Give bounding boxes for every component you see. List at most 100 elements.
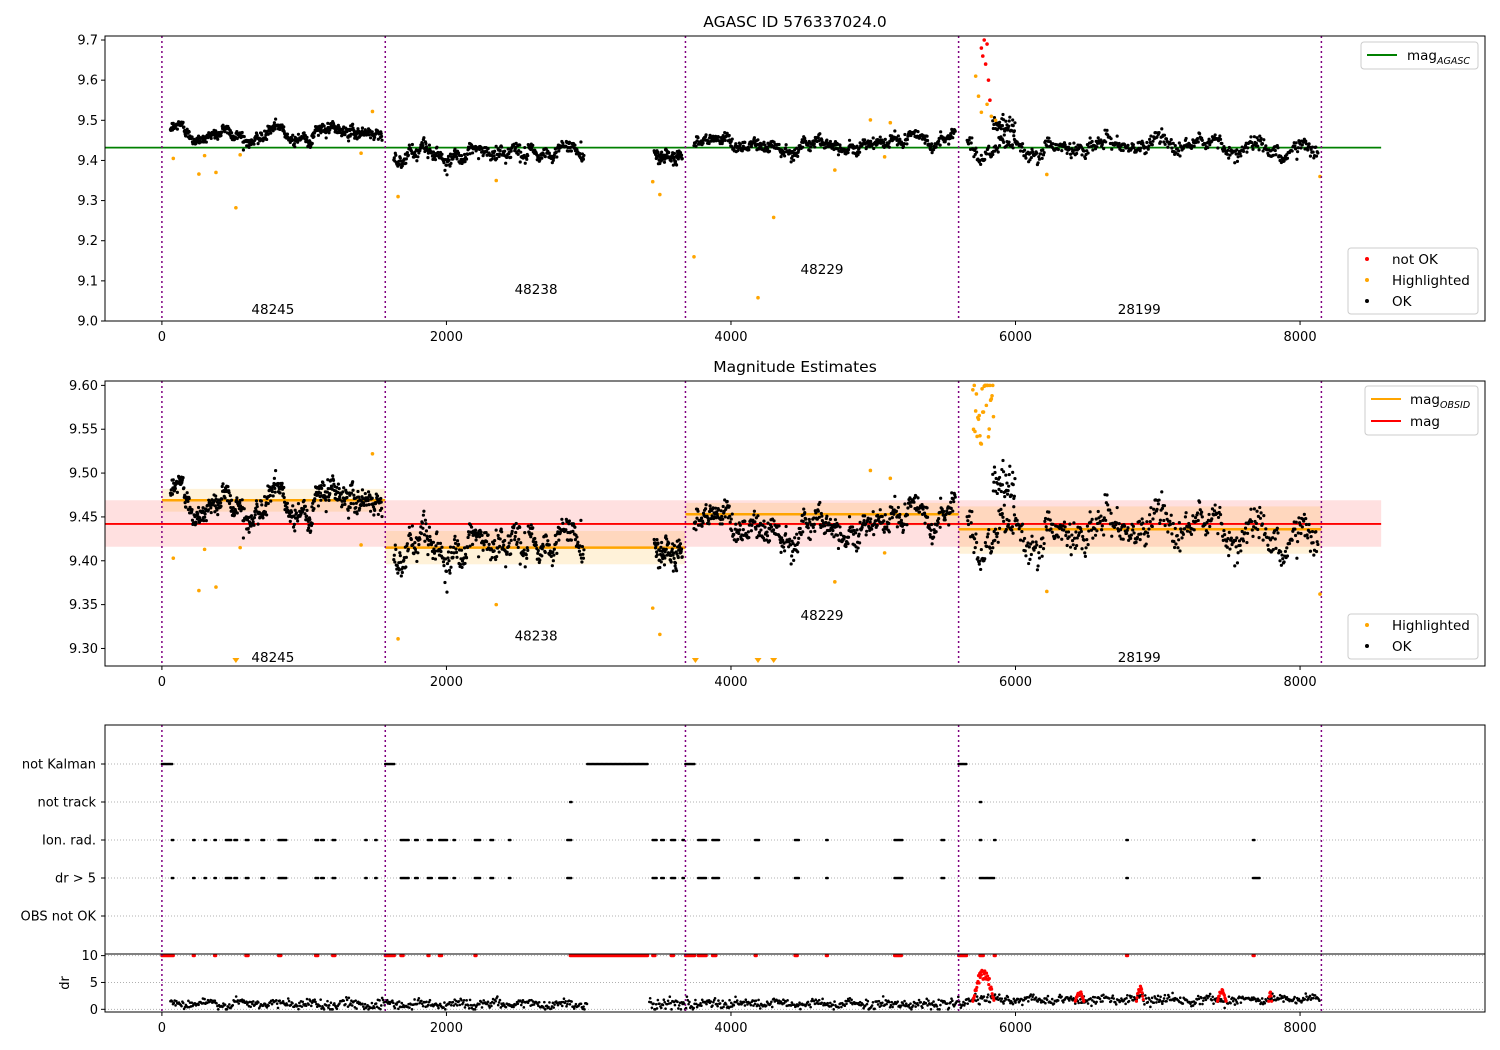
ok-point [1166,530,1170,534]
ok-point [1293,527,1297,531]
dr-ok-point [301,1000,305,1004]
ok-point [249,524,253,528]
ok-point [273,490,277,494]
ok-point [1027,561,1031,566]
ok-point [404,161,408,165]
ok-point [1152,511,1156,515]
ok-point [895,525,899,529]
ok-point [1022,536,1027,541]
ok-point [1073,546,1077,550]
ok-point [551,559,555,563]
ok-point [1276,531,1280,535]
ok-point [830,532,834,536]
ok-point [418,148,422,153]
ok-point [1089,528,1094,532]
ok-point [1177,149,1181,153]
ok-point [719,135,723,140]
ok-point [1312,553,1316,557]
ok-point [1024,554,1028,558]
ok-point [433,158,438,162]
ok-point [452,551,456,555]
ok-point [357,506,362,510]
ok-point [534,543,538,547]
ok-point [363,491,367,496]
dr-ok-point [367,1008,370,1011]
ok-point [695,516,699,520]
ok-point [509,538,513,543]
ok-point [1170,532,1174,536]
highlighted-point [396,637,400,641]
ok-point [663,556,667,560]
dr-ok-point [225,1008,229,1011]
ok-point [519,150,523,154]
flag-point [193,838,196,842]
ok-point [397,568,401,572]
ok-point [993,527,998,531]
ok-point [858,520,862,524]
ok-point [242,507,246,511]
ok-point [1098,519,1102,524]
ok-point [396,571,400,575]
ok-point [707,141,711,146]
ok-point [464,556,469,560]
ok-point [510,529,514,534]
ok-point [769,525,774,529]
ok-point [304,514,309,518]
ok-point [1198,132,1202,136]
ok-point [423,149,427,154]
ok-point [1295,540,1300,544]
ok-point [1250,140,1254,145]
highlighted-point [882,551,887,555]
ok-point [1068,152,1073,156]
ok-point [582,548,586,552]
ok-point [342,486,346,490]
subplot-title: Magnitude Estimates [713,358,877,376]
ok-point [526,154,530,158]
ok-point [1012,134,1016,138]
ok-point [495,156,499,161]
ok-point [1001,118,1006,122]
ok-point [836,153,841,157]
highlighted-point [359,151,363,156]
ok-point [433,154,437,158]
ok-point [1002,519,1006,523]
ok-point [272,121,276,125]
ok-point [1132,531,1136,535]
ok-point [240,498,244,502]
ok-point [232,513,237,517]
flag-point [964,762,968,766]
ok-point [1311,541,1315,545]
ok-point [484,531,488,535]
dr-ok-point [413,998,416,1001]
ok-point [220,497,224,501]
ok-point [813,145,817,149]
ok-point [1098,140,1102,145]
ok-point [394,153,398,157]
flag-point [375,876,378,880]
flag-point [171,838,175,842]
ok-point [1295,150,1300,154]
ok-point [1139,532,1143,536]
ok-point [229,131,234,135]
flag-point [229,838,233,842]
ok-point [216,513,220,517]
ok-point [779,155,783,159]
ok-point [288,519,292,523]
ok-point [1112,525,1117,530]
ok-point [372,513,376,517]
dr-ok-point [420,1002,424,1006]
ok-point [465,152,470,156]
y-tick-label: 9.2 [77,234,98,249]
flag-point [942,876,946,880]
flag-point [704,876,708,880]
ok-point [1001,470,1006,474]
ok-point [983,540,987,545]
ok-point [1121,148,1125,153]
ok-point [421,513,426,517]
ok-point [747,535,751,540]
ok-point [1192,528,1196,532]
ok-point [173,486,177,491]
ok-point [1176,546,1180,550]
ok-point [1316,151,1320,155]
ok-point [784,146,788,150]
